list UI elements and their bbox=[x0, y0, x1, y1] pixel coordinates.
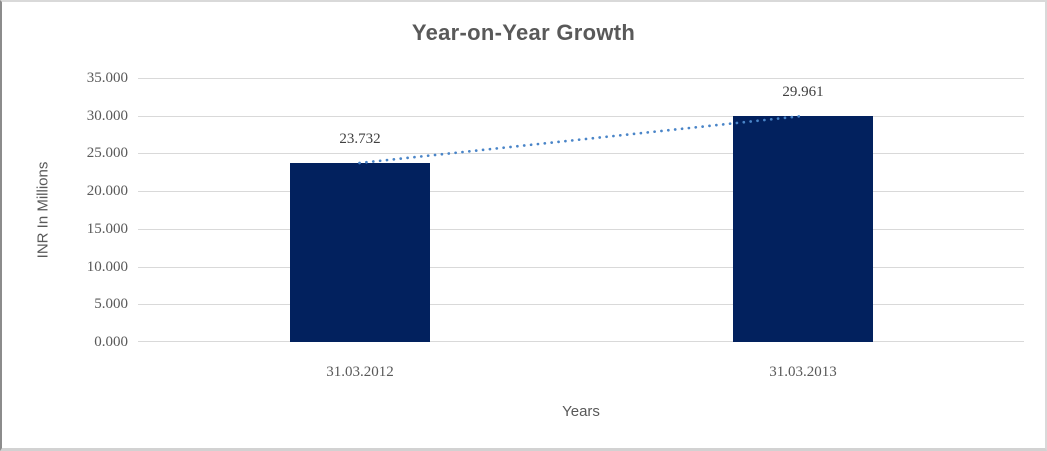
chart-title: Year-on-Year Growth bbox=[411, 20, 636, 45]
plot-area: 23.732 29.961 bbox=[138, 78, 1024, 342]
y-tick-label: 30.000 bbox=[86, 108, 128, 124]
bar-data-label: 29.961 bbox=[782, 84, 824, 100]
y-tick-label: 10.000 bbox=[86, 259, 128, 275]
x-category-label: 31.03.2012 bbox=[326, 364, 394, 380]
trendline bbox=[358, 114, 804, 165]
x-axis: 31.03.2012 31.03.2013 bbox=[138, 362, 1024, 382]
bar bbox=[290, 163, 430, 342]
y-tick-label: 25.000 bbox=[86, 145, 128, 161]
y-tick-label: 0.000 bbox=[94, 334, 128, 350]
y-tick-label: 35.000 bbox=[86, 70, 128, 86]
y-tick-label: 20.000 bbox=[86, 183, 128, 199]
y-axis: 35.000 30.000 25.000 20.000 15.000 10.000 5.00… bbox=[2, 70, 128, 350]
gridline bbox=[138, 304, 1024, 305]
x-axis-title: Years bbox=[562, 403, 600, 420]
gridline bbox=[138, 153, 1024, 154]
gridline bbox=[138, 267, 1024, 268]
gridline bbox=[138, 229, 1024, 230]
x-category-label: 31.03.2013 bbox=[769, 364, 837, 380]
gridline bbox=[138, 191, 1024, 192]
gridline bbox=[138, 341, 1024, 342]
gridline bbox=[138, 116, 1024, 117]
gridline bbox=[138, 78, 1024, 79]
bar bbox=[733, 116, 873, 342]
bar-data-label: 23.732 bbox=[339, 131, 381, 147]
y-tick-label: 5.000 bbox=[94, 296, 128, 312]
y-tick-label: 15.000 bbox=[86, 221, 128, 237]
